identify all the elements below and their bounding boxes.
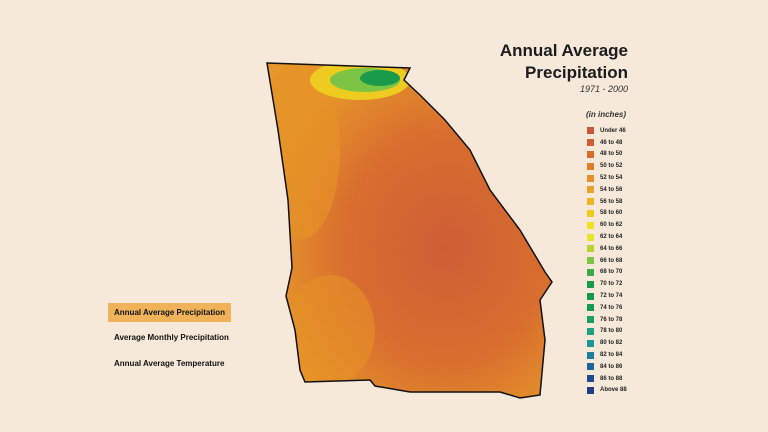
legend-item: 62 to 64 [587, 231, 627, 243]
legend-item: 84 to 86 [587, 361, 627, 373]
legend-label: 46 to 48 [600, 139, 623, 146]
legend-item: 72 to 74 [587, 290, 627, 302]
legend-swatch [587, 268, 594, 276]
legend-swatch [587, 375, 594, 383]
legend-label: 78 to 80 [600, 328, 623, 335]
legend-item: 58 to 60 [587, 208, 627, 220]
legend-label: 72 to 74 [600, 293, 623, 300]
legend-swatch [587, 292, 594, 300]
legend-swatch [587, 233, 594, 241]
legend-swatch [587, 351, 594, 359]
legend-swatch [587, 127, 594, 135]
legend-label: 68 to 70 [600, 269, 623, 276]
legend-label: 70 to 72 [600, 281, 623, 288]
legend-swatch [587, 386, 594, 394]
legend: Under 46 46 to 48 48 to 50 50 to 52 52 to 54… [587, 125, 627, 396]
legend-label: 56 to 58 [600, 198, 623, 205]
legend-swatch [587, 162, 594, 170]
legend-label: 66 to 68 [600, 257, 623, 264]
legend-swatch [587, 150, 594, 158]
legend-unit: (in inches) [586, 110, 627, 119]
legend-item: 70 to 72 [587, 278, 627, 290]
legend-swatch [587, 257, 594, 265]
legend-item: 74 to 76 [587, 302, 627, 314]
legend-item: 78 to 80 [587, 326, 627, 338]
legend-swatch [587, 339, 594, 347]
legend-item: 54 to 56 [587, 184, 627, 196]
legend-item: 76 to 78 [587, 314, 627, 326]
legend-item: 52 to 54 [587, 172, 627, 184]
legend-item: 56 to 58 [587, 196, 627, 208]
state-outline [266, 62, 553, 399]
map-title: Annual Average Precipitation [499, 41, 628, 82]
legend-item: 48 to 50 [587, 149, 627, 161]
state-fill [267, 63, 552, 398]
legend-item: 80 to 82 [587, 337, 627, 349]
legend-swatch [587, 304, 594, 312]
legend-item: Under 46 [587, 125, 627, 137]
legend-label: 74 to 76 [600, 304, 623, 311]
legend-swatch [587, 280, 594, 288]
legend-item: 68 to 70 [587, 267, 627, 279]
legend-swatch [587, 209, 594, 217]
legend-item: 82 to 84 [587, 349, 627, 361]
legend-item: 64 to 66 [587, 243, 627, 255]
legend-label: 80 to 82 [600, 340, 623, 347]
legend-label: 86 to 88 [600, 375, 623, 382]
legend-item: Above 88 [587, 385, 627, 397]
legend-swatch [587, 174, 594, 182]
legend-item: 50 to 52 [587, 160, 627, 172]
legend-label: 76 to 78 [600, 316, 623, 323]
nav-annual-average-temperature[interactable]: Annual Average Temperature [114, 359, 225, 368]
legend-swatch [587, 327, 594, 335]
legend-swatch [587, 316, 594, 324]
legend-item: 86 to 88 [587, 373, 627, 385]
legend-item: 60 to 62 [587, 219, 627, 231]
legend-item: 66 to 68 [587, 255, 627, 267]
legend-label: 50 to 52 [600, 163, 623, 170]
legend-label: 64 to 66 [600, 245, 623, 252]
legend-label: 54 to 56 [600, 186, 623, 193]
legend-label: 84 to 86 [600, 363, 623, 370]
legend-item: 46 to 48 [587, 137, 627, 149]
nav-average-monthly-precipitation[interactable]: Average Monthly Precipitation [114, 333, 229, 342]
legend-swatch [587, 186, 594, 194]
legend-label: 60 to 62 [600, 222, 623, 229]
legend-label: 48 to 50 [600, 151, 623, 158]
legend-swatch [587, 198, 594, 206]
legend-label: 52 to 54 [600, 175, 623, 182]
legend-label: Under 46 [600, 127, 626, 134]
legend-swatch [587, 245, 594, 253]
legend-label: 62 to 64 [600, 234, 623, 241]
legend-swatch [587, 363, 594, 371]
legend-label: 58 to 60 [600, 210, 623, 217]
legend-swatch [587, 139, 594, 147]
legend-swatch [587, 221, 594, 229]
year-range: 1971 - 2000 [579, 84, 628, 94]
nav-annual-average-precipitation[interactable]: Annual Average Precipitation [108, 303, 231, 322]
legend-label: 82 to 84 [600, 352, 623, 359]
legend-label: Above 88 [600, 387, 627, 394]
